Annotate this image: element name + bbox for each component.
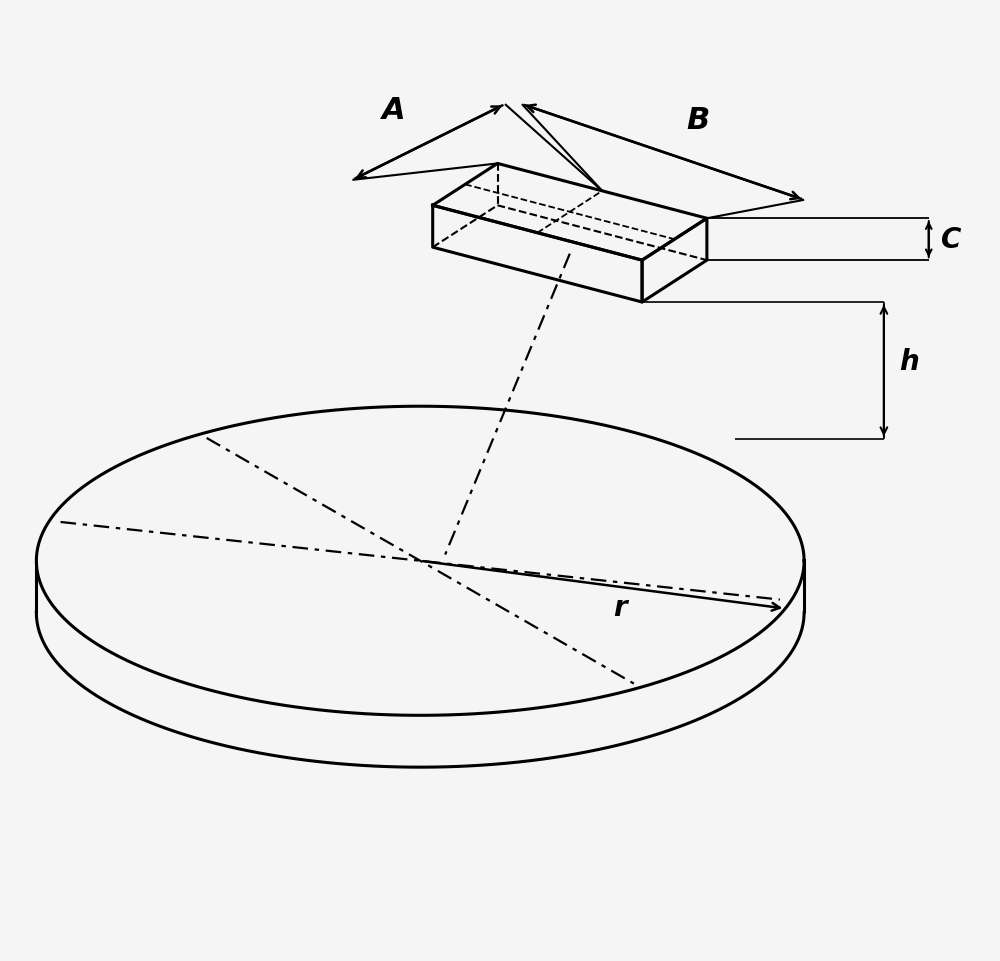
Text: r: r <box>613 593 626 621</box>
Text: C: C <box>941 226 961 254</box>
Text: h: h <box>899 347 919 375</box>
Text: A: A <box>382 96 406 125</box>
Text: B: B <box>686 106 710 135</box>
